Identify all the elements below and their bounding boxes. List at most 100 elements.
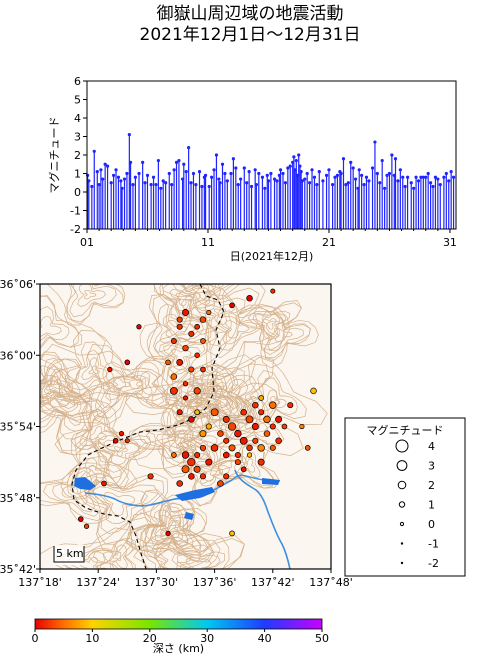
event-point [419, 175, 423, 179]
contour-line [52, 470, 95, 513]
contour-line [40, 295, 83, 349]
hypocenter-point [183, 395, 189, 401]
contour-line [85, 480, 159, 534]
chart-title-line1: 御嶽山周辺域の地震活動 [156, 4, 344, 24]
event-point [393, 157, 398, 161]
contour-line [112, 551, 122, 562]
event-point [412, 186, 416, 190]
contour-line [40, 358, 88, 416]
event-point [380, 158, 384, 163]
legend-title: マグニチュード [367, 423, 444, 437]
contour-line [159, 284, 216, 328]
contour-line [211, 388, 222, 400]
event-point [182, 162, 186, 166]
event-point [249, 184, 254, 189]
event-point [288, 164, 292, 168]
event-point [161, 179, 165, 183]
lat-tick-label: 35˚54' [0, 421, 36, 434]
contour-line [40, 527, 133, 569]
contour-line [202, 381, 228, 406]
contour-line [88, 365, 100, 375]
event-point [357, 168, 361, 172]
y-tick-label: -2 [70, 223, 81, 236]
event-point [122, 177, 127, 181]
event-point [203, 173, 208, 177]
hypocenter-point [217, 430, 224, 437]
event-point [424, 175, 428, 179]
hypocenter-point [246, 294, 253, 302]
event-point [133, 175, 137, 179]
contour-line [69, 284, 117, 318]
epicenter-map: 5 km 137˚18' 137˚24' 137˚30' 137˚36' 137˚42' 1… [0, 278, 353, 589]
hypocenter-point [176, 409, 183, 416]
hypocenter-point [263, 430, 271, 437]
event-point [164, 181, 168, 185]
event-point [406, 175, 410, 179]
event-point [125, 171, 129, 176]
event-point [321, 179, 325, 183]
event-point [442, 175, 446, 179]
y-tick-label: -1 [70, 205, 81, 218]
hypocenter-point [228, 444, 236, 452]
hypocenter-point [206, 309, 212, 316]
event-point [167, 171, 171, 176]
y-tick-label: 6 [74, 75, 81, 88]
event-point [239, 177, 243, 181]
hypocenter-point [165, 530, 171, 536]
hypocenter-point [252, 401, 259, 409]
contour-line [40, 295, 80, 348]
contour-line [128, 371, 153, 396]
event-point [177, 158, 181, 163]
contour-line [150, 510, 188, 547]
event-point [324, 173, 329, 177]
x-axis-label: 日(2021年12月) [230, 249, 314, 263]
event-point [145, 173, 150, 177]
event-point [281, 171, 285, 176]
hypocenter-point [287, 402, 294, 409]
event-point [292, 155, 296, 159]
event-point [103, 162, 107, 166]
contour-line [193, 297, 246, 334]
contour-line [139, 322, 228, 403]
event-point [151, 175, 156, 179]
event-point [225, 179, 229, 183]
colorbar-tick-label: 30 [200, 632, 214, 645]
contour-line [103, 491, 136, 517]
legend-symbol [399, 521, 405, 527]
hypocenter-point [188, 366, 195, 373]
event-point [220, 162, 225, 166]
event-point [95, 170, 99, 174]
hypocenter-point [170, 373, 178, 380]
contour-line [172, 284, 224, 312]
lake [262, 478, 280, 485]
event-point [245, 181, 249, 185]
event-point [218, 181, 222, 185]
contour-line [265, 320, 304, 351]
hypocenter-point [83, 523, 90, 529]
hypocenter-point [227, 422, 237, 431]
hypocenter-point [200, 366, 206, 373]
hypocenter-point [310, 387, 317, 395]
event-point [428, 181, 433, 185]
hypocenter-point [194, 352, 200, 358]
contour-line [80, 457, 111, 484]
event-point [433, 175, 438, 179]
hypocenter-point [299, 423, 305, 430]
contour-line [161, 354, 256, 432]
hypocenter-point [187, 457, 196, 467]
lat-tick-label: 35˚42' [0, 563, 36, 576]
hypocenter-point [176, 358, 184, 366]
hypocenter-point [193, 465, 201, 473]
contour-line [261, 313, 312, 359]
lon-tick-label: 137˚30' [135, 576, 179, 589]
event-point [92, 149, 96, 153]
event-point [283, 181, 288, 185]
contour-line [40, 351, 91, 408]
legend-label: 3 [428, 460, 435, 473]
hypocenter-point [210, 408, 219, 417]
event-point [362, 183, 366, 187]
contour-line [146, 294, 217, 361]
contour-line [40, 353, 92, 405]
